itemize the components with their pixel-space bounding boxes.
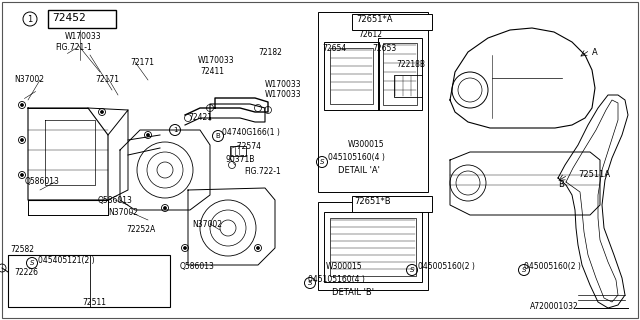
Circle shape [257,246,259,250]
Text: A: A [592,48,598,57]
Text: W300015: W300015 [348,140,385,149]
Bar [318,202,428,290]
Text: Q586013: Q586013 [98,196,133,205]
Text: B: B [216,133,220,139]
Text: A720001032: A720001032 [530,302,579,311]
Text: W300015: W300015 [326,262,363,271]
Text: DETAIL 'B': DETAIL 'B' [332,288,374,297]
Text: 72171: 72171 [95,75,119,84]
Text: N37002: N37002 [192,220,222,229]
Text: -72574: -72574 [235,142,262,151]
Text: 72511: 72511 [82,298,106,307]
Text: S: S [320,159,324,165]
Text: W170033: W170033 [265,90,301,99]
Text: 72226: 72226 [14,268,38,277]
Text: S: S [522,267,526,273]
Circle shape [184,246,186,250]
Text: S: S [308,280,312,286]
Text: 045005160(2 ): 045005160(2 ) [524,262,581,271]
Bar [324,42,379,110]
Text: W170033: W170033 [65,32,102,41]
Text: 72452: 72452 [52,13,86,23]
Text: 72252A: 72252A [126,225,156,234]
Text: 72171: 72171 [130,58,154,67]
Text: 72411: 72411 [200,67,224,76]
Text: 1: 1 [28,14,33,23]
Bar [394,75,422,97]
Bar [330,48,373,104]
Text: N37002: N37002 [14,75,44,84]
Text: S: S [29,260,35,266]
Text: 72421: 72421 [188,113,212,122]
Bar [330,218,416,276]
Bar [230,146,246,156]
Text: 72654: 72654 [322,44,346,53]
Circle shape [20,139,24,141]
Text: Q586013: Q586013 [180,262,215,271]
Circle shape [20,103,24,107]
Text: S: S [410,267,414,273]
Text: 90371B: 90371B [225,155,254,164]
Bar [324,212,422,282]
Text: DETAIL 'A': DETAIL 'A' [338,166,380,175]
Text: 72511A: 72511A [578,170,610,179]
Text: 04740G166(1 ): 04740G166(1 ) [222,128,280,137]
Text: 72612: 72612 [358,30,382,39]
Text: N37002: N37002 [108,208,138,217]
Circle shape [20,173,24,177]
Text: 72653: 72653 [372,44,396,53]
Text: 72182: 72182 [258,48,282,57]
Text: 045105160(4 ): 045105160(4 ) [328,153,385,162]
Text: W170033: W170033 [265,80,301,89]
Bar [352,14,432,30]
Circle shape [100,110,104,114]
Text: 72651*B: 72651*B [354,197,390,206]
Text: 045105160(4 ): 045105160(4 ) [308,275,365,284]
Bar [318,12,428,192]
Circle shape [147,133,150,137]
Text: 045005160(2 ): 045005160(2 ) [418,262,475,271]
Bar [8,255,90,307]
Text: 72651*A: 72651*A [356,15,392,24]
Bar [352,196,432,212]
Text: 72218B: 72218B [396,60,425,69]
Text: 72582: 72582 [10,245,34,254]
Text: B: B [558,180,564,189]
Text: W170033: W170033 [198,56,235,65]
Bar [8,255,170,307]
Text: 1: 1 [173,127,177,133]
Circle shape [163,206,166,210]
Bar [383,43,417,105]
Text: 045405121(2 ): 045405121(2 ) [38,256,95,265]
Bar [378,38,422,110]
Bar [48,10,116,28]
Text: FIG.722-1: FIG.722-1 [244,167,281,176]
Text: Q586013: Q586013 [25,177,60,186]
Text: FIG.721-1: FIG.721-1 [55,43,92,52]
